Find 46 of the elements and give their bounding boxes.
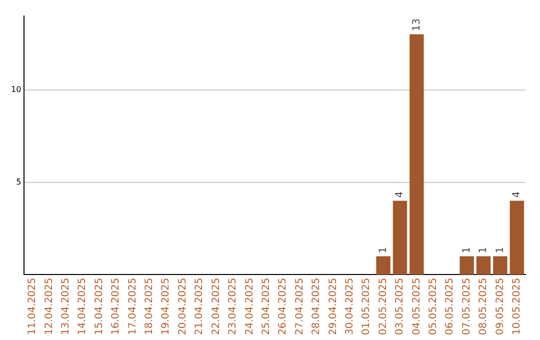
bar [376, 256, 390, 275]
data-label: 4 [394, 191, 406, 198]
x-tick-label: 18.04.2025 [144, 278, 156, 336]
x-tick-label: 14.04.2025 [77, 278, 88, 336]
x-tick-label: 15.04.2025 [94, 278, 105, 336]
data-label: 1 [461, 246, 472, 254]
x-tick-label: 03.05.2025 [394, 278, 406, 336]
x-tick-label: 11.04.2025 [27, 278, 38, 336]
x-tick-label: 08.05.2025 [478, 278, 490, 336]
x-tick-label: 27.04.2025 [294, 278, 306, 336]
x-tick-label: 17.04.2025 [127, 278, 138, 336]
bar [493, 256, 508, 275]
bar [392, 200, 408, 275]
x-tick-label: 28.04.2025 [311, 278, 322, 336]
x-tick-label: 24.04.2025 [244, 278, 256, 336]
x-tick-label: 22.04.2025 [210, 278, 222, 336]
x-tick-label: 01.05.2025 [361, 278, 372, 336]
x-tick-label: 05.05.2025 [428, 278, 439, 336]
bar [460, 256, 474, 275]
x-tick-label: 26.04.2025 [278, 278, 289, 336]
y-tick-label: 5 [16, 177, 22, 186]
x-tick-label: 25.04.2025 [260, 278, 272, 336]
x-tick-label: 19.04.2025 [160, 278, 172, 336]
data-label: 4 [511, 191, 522, 198]
x-tick-label: 02.05.2025 [378, 278, 389, 336]
x-tick-label: 09.05.2025 [494, 278, 506, 336]
x-tick-label: 12.04.2025 [44, 278, 55, 336]
x-tick-label: 07.05.2025 [461, 278, 472, 336]
data-label: 1 [478, 246, 490, 254]
bar [410, 34, 424, 275]
x-tick-label: 20.04.2025 [177, 278, 188, 336]
x-tick-label: 16.04.2025 [110, 278, 122, 336]
x-tick-label: 29.04.2025 [328, 278, 339, 336]
y-tick-label: 10 [10, 84, 22, 94]
x-tick-label: 23.04.2025 [228, 278, 239, 336]
bar [510, 200, 524, 275]
x-tick-label: 04.05.2025 [411, 278, 422, 336]
x-tick-label: 10.05.2025 [511, 278, 522, 336]
x-tick-label: 21.04.2025 [194, 278, 206, 336]
data-label: 1 [378, 246, 389, 254]
data-label: 1 [494, 246, 506, 254]
x-tick-label: 06.05.2025 [444, 278, 456, 336]
x-tick-label: 30.04.2025 [344, 278, 356, 336]
data-label: 13 [411, 18, 422, 32]
x-tick-label: 13.04.2025 [60, 278, 72, 336]
bar [476, 256, 491, 275]
